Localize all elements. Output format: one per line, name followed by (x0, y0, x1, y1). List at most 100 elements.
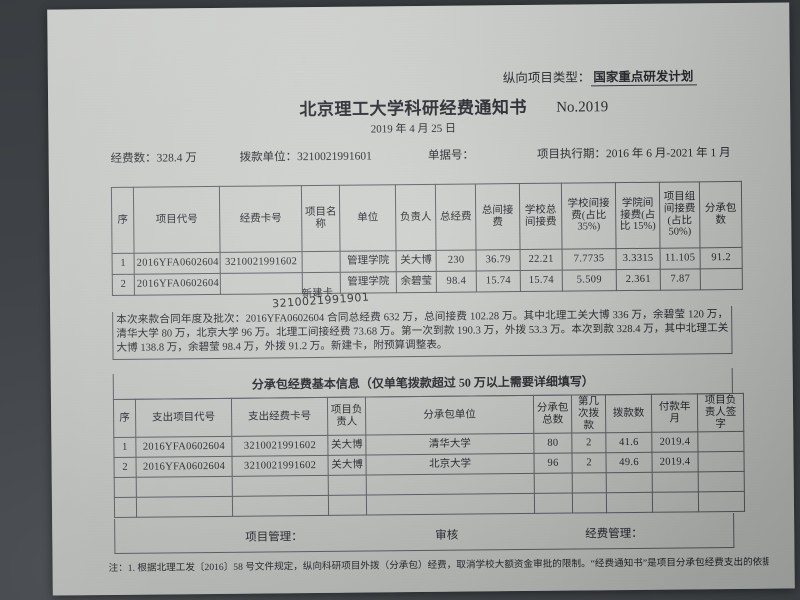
cell-sub-unit (366, 493, 535, 516)
cell-project-code: 2016YFA0602604 (136, 456, 233, 478)
cell-unit: 管理学院 (340, 250, 397, 273)
cell-school-indirect: 5.509 (562, 269, 617, 292)
cell-seq: 1 (112, 253, 135, 275)
col-school-indirect-total: 学校总间接费 (519, 183, 563, 250)
cell-sub-total: 80 (533, 433, 572, 454)
cell-signature (697, 451, 745, 473)
col-expense-card-no: 支出经费卡号 (231, 397, 328, 437)
cell-sub-unit (366, 473, 535, 496)
main-table: 序 项目代号 经费卡号 项目名称 单位 负责人 总经费 总间接费 学校总间接费 … (111, 181, 743, 296)
cell-project-code (136, 476, 233, 498)
cell-payment-amount: 49.6 (605, 452, 653, 473)
col-indirect-total: 总间接费 (475, 183, 521, 250)
cell-college-indirect: 2.361 (616, 269, 661, 291)
col-card-no: 经费卡号 (219, 185, 303, 253)
cell-signature (698, 471, 745, 493)
cell-payment-date (652, 492, 699, 513)
audit-label: 审核 (435, 529, 459, 542)
cell-payment-date (652, 472, 699, 493)
cell-seq: 2 (112, 274, 135, 296)
cell-payment-index (572, 472, 607, 494)
col-expense-project-code: 支出项目代号 (135, 398, 232, 438)
cell-card-no (232, 495, 329, 517)
cell-card-no: 3210021991602 (232, 455, 329, 477)
col-subcontract: 分承包数 (699, 181, 743, 248)
cell-sub-total: 96 (533, 453, 573, 474)
info-amount: 经费数：328.4 万 (110, 152, 197, 165)
cell-card-no: 3210021991602 (220, 251, 303, 274)
cell-payment-index (572, 492, 607, 514)
cell-total: 98.4 (436, 270, 477, 293)
col-payment-index: 第几次拨款 (571, 394, 606, 434)
document-photo: 纵向项目类型： 国家重点研发计划 北京理工大学科研经费通知书 2019 年 4 月… (47, 2, 795, 596)
cell-leader: 关大博 (327, 435, 366, 456)
cell-seq (114, 497, 137, 518)
col-team-indirect: 项目组间接费(占比 50%) (659, 181, 701, 249)
col-college-indirect: 学院间接费(占比 15%) (615, 182, 661, 249)
project-type-value: 国家重点研发计划 (590, 69, 697, 87)
col-sub-unit: 分承包单位 (365, 395, 534, 436)
cell-project-code: 2016YFA0602604 (135, 436, 233, 458)
col-project-name: 项目名称 (301, 185, 341, 252)
col-unit: 单位 (339, 184, 397, 252)
subcontract-header-row: 序 支出项目代号 支出经费卡号 项目负责人 分承包单位 分承包总数 第几次拨款 … (113, 393, 744, 438)
cell-indirect-total: 36.79 (476, 249, 521, 271)
cell-sub-total (534, 473, 573, 494)
cell-project-code: 2016YFA0602604 (134, 273, 221, 296)
cell-signature (698, 491, 745, 513)
cell-college-indirect: 3.3315 (616, 248, 661, 270)
cell-project-code (136, 496, 233, 518)
cell-seq (114, 477, 137, 498)
cell-payment-amount (606, 472, 653, 493)
col-seq: 序 (113, 399, 136, 438)
footnote: 注：1. 根据北理工发〔2016〕58 号文件规定，纵向科研项目外拨（分承包）经… (108, 556, 769, 575)
info-funding-unit: 拨款单位：3210021991601 (239, 150, 372, 164)
cell-card-no (232, 475, 329, 497)
info-receipt-no: 单据号： (427, 149, 474, 162)
cell-indirect-total: 15.74 (476, 270, 521, 292)
cell-school-indirect: 7.7735 (562, 248, 617, 271)
info-line: 经费数：328.4 万 拨款单位：3210021991601 单据号： 项目执行… (111, 144, 731, 166)
cell-subcontract: 91.2 (700, 247, 743, 269)
project-type-label: 纵向项目类型： (502, 70, 591, 86)
cell-payment-date: 2019.4 (651, 452, 699, 473)
col-leader-signature: 项目负责人签字 (697, 393, 744, 433)
col-total: 总经费 (435, 183, 477, 251)
project-management-label: 项目管理： (245, 531, 303, 544)
col-school-indirect: 学校间接费(占比 35%) (561, 182, 617, 250)
project-type-field: 纵向项目类型： 国家重点研发计划 (502, 65, 697, 87)
cell-payment-amount: 41.6 (605, 432, 652, 453)
cell-project-code: 2016YFA0602604 (134, 252, 221, 275)
cell-payment-index: 2 (571, 432, 606, 454)
signature-row: 项目管理： 审核 经费管理： (114, 513, 735, 554)
cell-signature (697, 431, 744, 453)
cell-team-indirect: 11.105 (660, 247, 701, 270)
cell-payment-date: 2019.4 (651, 432, 698, 453)
document-date: 2019 年 4 月 25 日 (370, 122, 457, 136)
col-sub-total: 分承包总数 (533, 395, 572, 434)
cell-card-no (220, 272, 303, 295)
cell-leader: 关大博 (327, 455, 367, 476)
cell-leader: 关大博 (396, 250, 437, 272)
col-seq: 序 (111, 187, 135, 254)
cell-sub-total (534, 493, 573, 514)
col-project-leader: 项目负责人 (327, 397, 366, 436)
cell-payment-amount (606, 492, 653, 513)
cell-school-indirect-total: 22.21 (520, 249, 563, 271)
note-paragraph: 本次来款合同年度及批次：2016YFA0602604 合同总经费 632 万，总… (112, 306, 733, 360)
cell-subcontract (700, 268, 743, 290)
cell-project-name (302, 251, 341, 273)
cell-payment-index: 2 (571, 452, 607, 474)
info-period: 项目执行期：2016 年 6 月-2021 年 1 月 (536, 147, 731, 161)
cell-school-indirect-total: 15.74 (520, 270, 563, 292)
cell-sub-unit: 北京大学 (365, 453, 535, 476)
col-payment-date: 付款年月 (651, 393, 698, 433)
cell-leader (328, 475, 367, 496)
document-number: No.2019 (556, 99, 609, 116)
cell-seq: 2 (114, 457, 137, 478)
col-leader: 负责人 (395, 184, 437, 251)
col-payment-amount: 拨款数 (605, 394, 652, 433)
col-project-code: 项目代号 (133, 186, 221, 254)
page-title: 北京理工大学科研经费通知书 (299, 97, 528, 120)
cell-team-indirect: 7.87 (660, 268, 701, 291)
